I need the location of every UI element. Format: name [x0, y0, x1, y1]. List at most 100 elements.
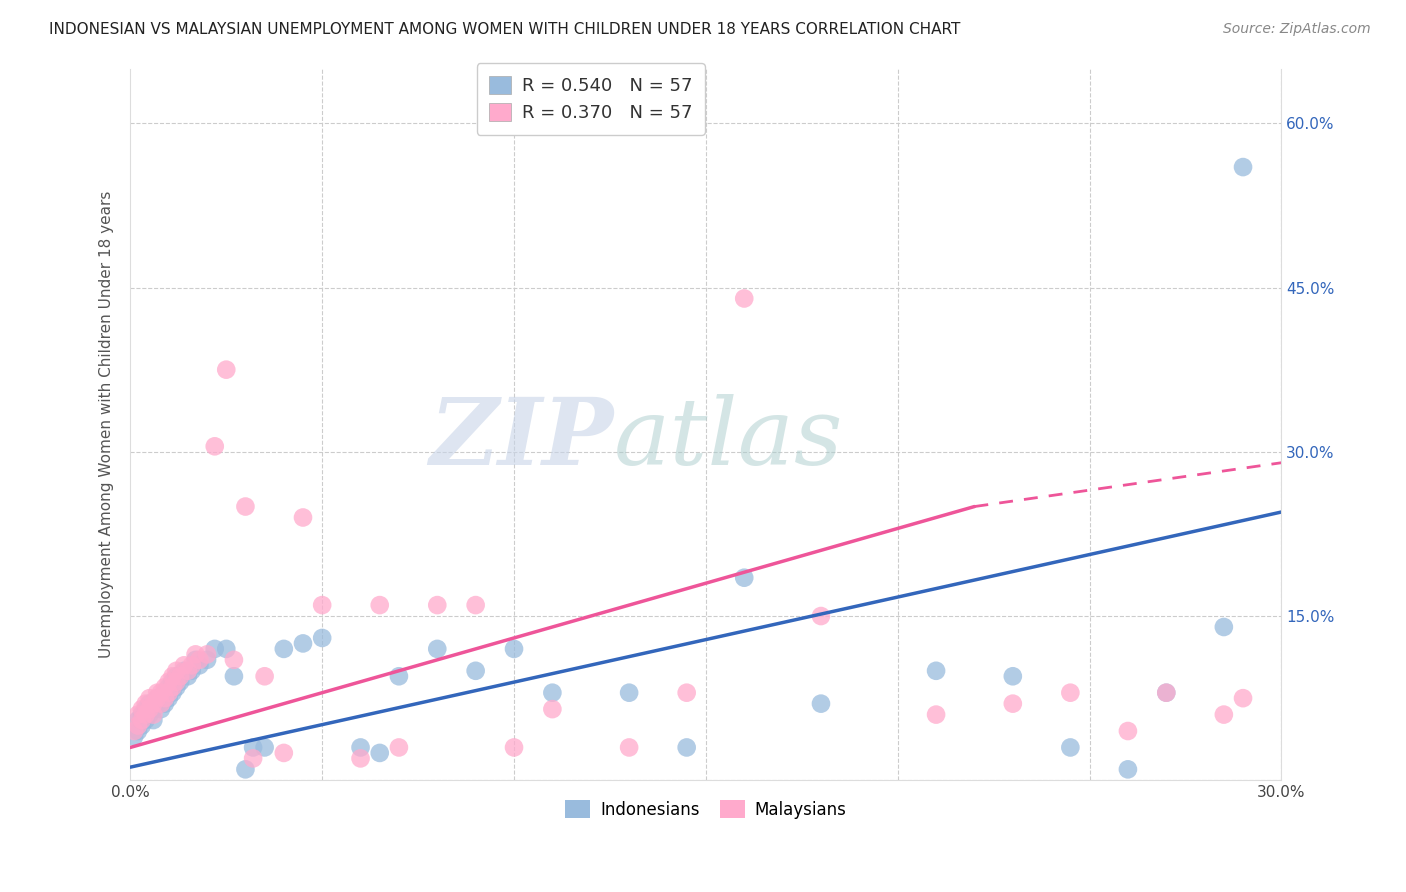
Point [180, 664, 202, 678]
Point [131, 702, 153, 716]
Point [165, 669, 187, 683]
Point [138, 707, 160, 722]
Point [733, 571, 755, 585]
Point [184, 653, 207, 667]
Point [291, 636, 314, 650]
Point [426, 641, 449, 656]
Point [157, 674, 180, 689]
Point [146, 691, 169, 706]
Text: INDONESIAN VS MALAYSIAN UNEMPLOYMENT AMONG WOMEN WITH CHILDREN UNDER 18 YEARS CO: INDONESIAN VS MALAYSIAN UNEMPLOYMENT AMO… [49, 22, 960, 37]
Point [195, 648, 218, 662]
Text: ZIP: ZIP [429, 393, 614, 483]
Point [541, 702, 564, 716]
Point [1001, 697, 1024, 711]
Point [215, 362, 238, 376]
Point [135, 707, 157, 722]
Point [925, 664, 948, 678]
Point [291, 510, 314, 524]
Point [368, 746, 391, 760]
Point [464, 664, 486, 678]
Point [146, 697, 169, 711]
Point [1212, 620, 1234, 634]
Point [146, 691, 169, 706]
Point [173, 664, 195, 678]
Point [273, 641, 295, 656]
Point [131, 713, 153, 727]
Point [184, 648, 207, 662]
Point [157, 691, 180, 706]
Point [153, 686, 176, 700]
Point [1001, 669, 1024, 683]
Point [426, 598, 449, 612]
Point [311, 598, 333, 612]
Point [162, 680, 184, 694]
Point [127, 707, 149, 722]
Point [242, 751, 264, 765]
Point [127, 713, 149, 727]
Point [253, 669, 276, 683]
Text: atlas: atlas [614, 393, 844, 483]
Point [150, 702, 173, 716]
Point [617, 686, 640, 700]
Point [127, 724, 149, 739]
Point [1116, 724, 1139, 739]
Point [675, 740, 697, 755]
Point [273, 746, 295, 760]
Point [1156, 686, 1178, 700]
Point [188, 658, 211, 673]
Point [153, 680, 176, 694]
Point [503, 740, 526, 755]
Point [204, 641, 226, 656]
Point [169, 669, 191, 683]
Point [162, 669, 184, 683]
Point [388, 669, 411, 683]
Point [150, 697, 173, 711]
Point [122, 724, 145, 739]
Point [204, 439, 226, 453]
Point [165, 674, 187, 689]
Point [1116, 762, 1139, 776]
Point [349, 751, 371, 765]
Point [173, 658, 195, 673]
Point [195, 653, 218, 667]
Point [157, 686, 180, 700]
Point [131, 707, 153, 722]
Point [222, 669, 245, 683]
Point [810, 697, 832, 711]
Point [1156, 686, 1178, 700]
Point [142, 713, 165, 727]
Point [135, 713, 157, 727]
Point [169, 674, 191, 689]
Point [617, 740, 640, 755]
Point [153, 697, 176, 711]
Point [142, 697, 165, 711]
Point [503, 641, 526, 656]
Point [177, 669, 200, 683]
Point [146, 686, 169, 700]
Legend: Indonesians, Malaysians: Indonesians, Malaysians [558, 793, 853, 825]
Point [138, 697, 160, 711]
Point [165, 680, 187, 694]
Point [150, 686, 173, 700]
Point [153, 691, 176, 706]
Point [135, 697, 157, 711]
Point [1059, 686, 1081, 700]
Point [177, 664, 200, 678]
Point [157, 680, 180, 694]
Point [925, 707, 948, 722]
Point [541, 686, 564, 700]
Point [135, 702, 157, 716]
Point [150, 691, 173, 706]
Point [165, 664, 187, 678]
Point [464, 598, 486, 612]
Point [311, 631, 333, 645]
Point [1059, 740, 1081, 755]
Point [127, 718, 149, 732]
Point [810, 609, 832, 624]
Text: Source: ZipAtlas.com: Source: ZipAtlas.com [1223, 22, 1371, 37]
Y-axis label: Unemployment Among Women with Children Under 18 years: Unemployment Among Women with Children U… [100, 191, 114, 658]
Point [1232, 691, 1254, 706]
Point [235, 762, 257, 776]
Point [242, 740, 264, 755]
Point [162, 686, 184, 700]
